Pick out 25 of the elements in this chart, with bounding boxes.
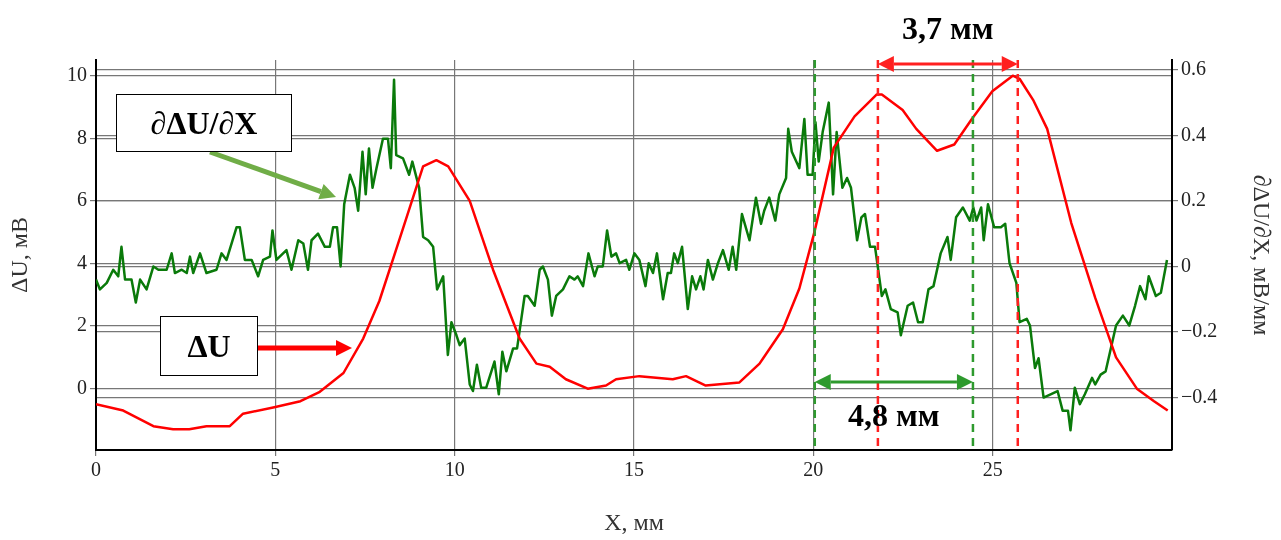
- x-tick-label: 10: [444, 458, 465, 481]
- y2-tick-label: 0.6: [1181, 57, 1206, 80]
- legend-label: ΔU: [160, 316, 258, 376]
- y2-tick-label: 0.2: [1181, 188, 1206, 211]
- y2-tick-label: −0.4: [1181, 384, 1218, 407]
- x-tick-label: 15: [624, 458, 644, 481]
- annotation: 4,8 мм: [848, 397, 940, 434]
- y2-tick-label: −0.2: [1181, 319, 1218, 342]
- y-tick-label: 4: [77, 250, 87, 273]
- y-axis-title: ΔU, мВ: [5, 217, 32, 293]
- x-tick-label: 0: [91, 458, 101, 481]
- y-tick-label: 6: [77, 188, 87, 211]
- y-tick-label: 0: [77, 375, 87, 398]
- x-axis-title: X, мм: [604, 508, 664, 535]
- x-tick-label: 20: [803, 458, 824, 481]
- y2-axis-title: ∂ΔU/∂X, мВ/мм: [1249, 174, 1276, 336]
- x-tick-label: 25: [982, 458, 1003, 481]
- y2-tick-label: 0: [1181, 253, 1191, 276]
- text: ∂ΔU/∂X: [116, 94, 292, 152]
- x-tick-label: 5: [270, 458, 281, 481]
- y-tick-label: 8: [77, 125, 87, 148]
- y-tick-label: 2: [77, 313, 87, 336]
- y2-tick-label: 0.4: [1181, 122, 1206, 145]
- text: 3,7 мм: [902, 10, 994, 47]
- y-tick-label: 10: [67, 62, 87, 85]
